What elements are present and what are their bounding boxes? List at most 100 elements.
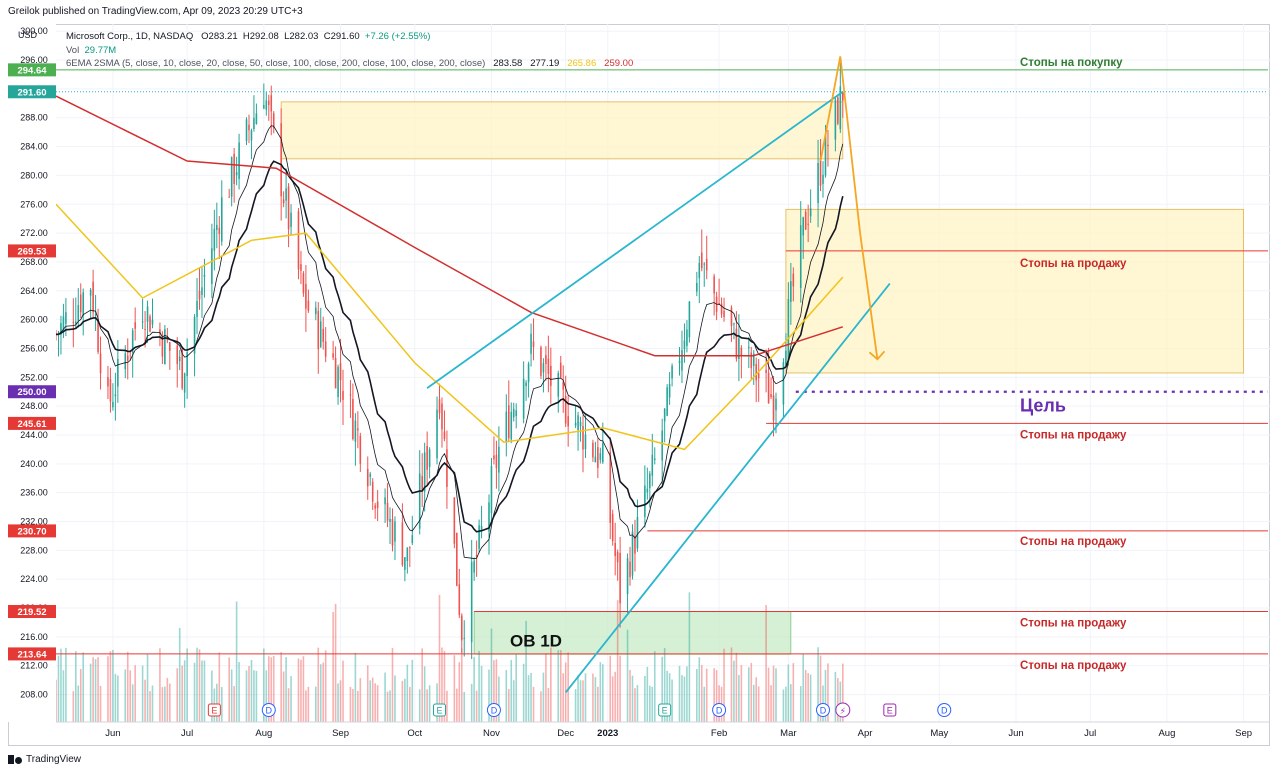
volume-bar [775, 668, 777, 722]
volume-bar [401, 680, 404, 722]
volume-bar [220, 687, 223, 722]
candle-body [649, 473, 651, 488]
candle-body [597, 447, 599, 468]
price-chart[interactable]: 300.00296.00292.00288.00284.00280.00276.… [8, 24, 1270, 746]
price-label-tag[interactable] [8, 385, 56, 399]
candle-body [611, 513, 614, 542]
volume-bar [297, 658, 300, 722]
candle-body [248, 124, 250, 131]
earnings-icon[interactable] [658, 703, 672, 717]
candle-body [97, 320, 99, 352]
price-tick-label: 212.00 [20, 661, 48, 671]
legend-ma-value-1: 283.58 [493, 58, 523, 69]
volume-bar [141, 665, 144, 722]
candle-body [550, 365, 552, 386]
candle-body [428, 449, 431, 467]
candle-body [515, 410, 518, 417]
candle-body [369, 474, 372, 477]
volume-bar [248, 666, 250, 722]
candle-body [817, 163, 819, 204]
candle-body [332, 353, 334, 358]
price-label-tag[interactable] [8, 416, 56, 430]
tradingview-brand[interactable]: TradingView [8, 754, 81, 765]
price-label-tag[interactable] [8, 524, 56, 538]
candle-body [82, 292, 85, 316]
candle-body [495, 454, 498, 469]
candle-body [473, 560, 475, 573]
candle-body [89, 289, 92, 296]
time-tick-label: May [930, 728, 948, 739]
candle-body [696, 283, 698, 292]
dividend-icon[interactable] [261, 703, 276, 717]
dividend-icon-label: D [941, 706, 948, 716]
dividend-icon-label: D [716, 706, 723, 716]
time-tick-label: Aug [255, 728, 272, 739]
time-tick-label: Nov [483, 728, 500, 739]
volume-bar [490, 628, 493, 722]
candle-body [411, 535, 414, 543]
legend-ma-value-4: 259.00 [604, 58, 634, 69]
split-flash-icon[interactable] [835, 702, 851, 718]
forecast-arrowhead [868, 350, 886, 361]
dividend-icon[interactable] [712, 703, 727, 717]
volume-bar [834, 671, 837, 722]
price-label-tag[interactable] [8, 63, 56, 77]
volume-bar [337, 683, 339, 722]
volume-bar [62, 670, 65, 722]
dividend-icon[interactable] [937, 703, 952, 717]
candle-body [525, 382, 527, 387]
candle-body [79, 294, 82, 313]
earnings-icon[interactable] [433, 703, 447, 717]
volume-bar [584, 673, 587, 722]
volume-bar [700, 665, 703, 722]
candle-body [498, 446, 500, 473]
candle-body [522, 378, 525, 419]
volume-bar [817, 647, 819, 722]
candle-body [574, 422, 577, 426]
price-label-tag[interactable] [8, 605, 56, 619]
volume-bar [114, 673, 117, 722]
candle-body [740, 347, 743, 356]
volume-bar [488, 669, 490, 722]
legend-volume-row[interactable]: Vol 29.77M [66, 44, 633, 58]
candle-body [65, 312, 67, 324]
dividend-icon[interactable] [486, 703, 501, 717]
dividend-icon[interactable] [816, 703, 831, 717]
price-label-tag[interactable] [8, 85, 56, 99]
candle-body [698, 262, 701, 279]
volume-bar [186, 648, 188, 722]
price-label-text: 269.53 [17, 246, 46, 257]
earnings-icon[interactable] [883, 703, 897, 717]
volume-bar [263, 648, 265, 722]
volume-bar [245, 670, 248, 722]
volume-bar [755, 677, 758, 722]
volume-bar [352, 689, 354, 722]
sma200-line [55, 95, 844, 357]
price-label-tag[interactable] [8, 647, 56, 661]
volume-bar [757, 686, 760, 722]
volume-bar [574, 689, 577, 722]
legend-symbol[interactable]: Microsoft Corp., 1D, NASDAQ [66, 31, 194, 42]
dividend-icon-label: D [820, 706, 827, 716]
candle-body [220, 197, 223, 242]
price-label-tag[interactable] [8, 244, 56, 258]
volume-bar [663, 647, 666, 722]
candle-body [827, 144, 829, 147]
candle-body [92, 281, 94, 313]
candle-body [592, 442, 594, 458]
volume-bar [369, 680, 372, 722]
candle-body [602, 443, 604, 463]
candle-body [819, 157, 822, 186]
earnings-icon[interactable] [207, 703, 221, 717]
volume-bar [161, 687, 164, 722]
candle-body [404, 557, 406, 570]
volume-bar [428, 685, 431, 722]
volume-bar [146, 654, 149, 722]
legend-close: C291.60 [323, 31, 360, 42]
legend-symbol-row: Microsoft Corp., 1D, NASDAQ O283.21 H292… [66, 30, 633, 44]
candle-body [616, 551, 619, 563]
price-tick-label: 300.00 [20, 26, 48, 36]
flash-glyph: ⚡ [840, 707, 846, 717]
legend-ma-row[interactable]: 6EMA 2SMA (5, close, 10, close, 20, clos… [66, 57, 633, 71]
candle-body [490, 466, 493, 514]
